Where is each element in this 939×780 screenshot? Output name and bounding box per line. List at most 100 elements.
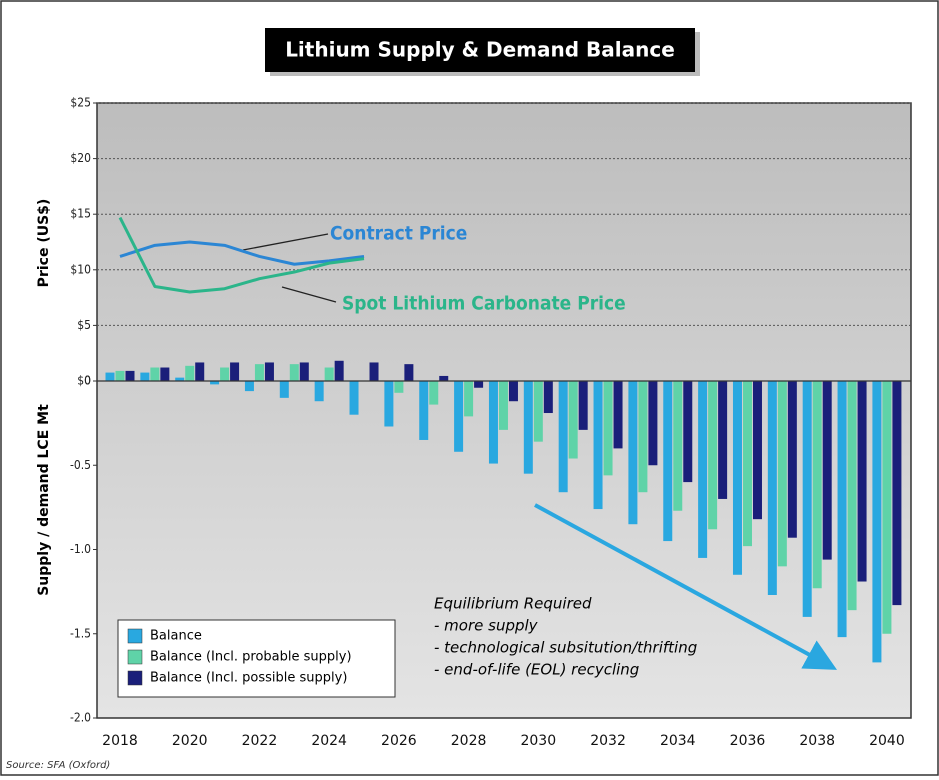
- y-tick-label: -0.5: [70, 458, 91, 472]
- legend-label: Balance (Incl. possible supply): [150, 671, 347, 686]
- bar: [892, 381, 902, 606]
- x-tick-label: 2030: [520, 733, 556, 749]
- bar: [474, 381, 484, 388]
- bar: [847, 381, 857, 611]
- bar: [175, 377, 185, 381]
- line: [118, 216, 365, 294]
- bar: [150, 367, 160, 381]
- bar: [254, 364, 264, 381]
- bar: [419, 381, 429, 440]
- bar: [648, 381, 658, 466]
- bar: [857, 381, 867, 582]
- pointer: [242, 233, 329, 251]
- bar: [578, 381, 588, 430]
- x-tick-label: 2024: [311, 733, 347, 749]
- bar: [279, 381, 289, 398]
- y-tick-label: $10: [70, 262, 91, 276]
- bar: [638, 381, 648, 493]
- bar: [822, 381, 832, 560]
- title-box: [265, 28, 695, 72]
- x-tick-label: 2028: [451, 733, 487, 749]
- bar: [464, 381, 474, 417]
- line: [119, 240, 365, 266]
- bar: [369, 362, 379, 381]
- bar: [429, 381, 439, 405]
- bar: [115, 370, 125, 381]
- bar: [160, 367, 170, 381]
- series-label: Contract Price: [330, 223, 467, 245]
- source: Source: SFA (Oxford): [6, 760, 110, 771]
- legend-label: Balance: [150, 629, 202, 644]
- bar: [498, 381, 508, 430]
- series-label: Spot Lithium Carbonate Price: [342, 293, 626, 315]
- legend-label: Balance (Incl. probable supply): [150, 650, 352, 665]
- bar: [334, 360, 344, 381]
- bar: [613, 381, 623, 449]
- bar: [533, 381, 543, 442]
- bar: [568, 381, 578, 459]
- bar: [708, 381, 718, 530]
- bar: [324, 367, 334, 381]
- x-tick-label: 2040: [869, 733, 905, 749]
- bar: [882, 381, 892, 634]
- y-tick-label: 0: [84, 374, 91, 388]
- y-axis-label: Price (US$): [36, 199, 52, 288]
- bar: [439, 375, 449, 381]
- trend-arrow: [534, 503, 838, 670]
- bar: [777, 381, 787, 567]
- annotation: - end-of-life (EOL) recycling: [434, 661, 639, 679]
- bar: [230, 362, 240, 381]
- bar: [628, 381, 638, 525]
- legend-box: [117, 619, 396, 698]
- bar: [812, 381, 822, 589]
- y-tick-label: $0: [77, 374, 91, 388]
- bar: [185, 365, 195, 381]
- bar: [384, 381, 394, 427]
- bar: [299, 362, 309, 381]
- bar: [523, 381, 533, 474]
- bar: [802, 381, 812, 617]
- y-tick-label: -1.0: [70, 542, 91, 556]
- x-tick-label: 2034: [660, 733, 696, 749]
- bar: [673, 381, 683, 511]
- x-tick-label: 2036: [730, 733, 766, 749]
- legend-swatch: [127, 628, 143, 644]
- legend-swatch: [127, 670, 143, 686]
- x-tick-label: 2026: [381, 733, 417, 749]
- y-axis-label: Supply / demand LCE Mt: [36, 404, 52, 596]
- bar: [603, 381, 613, 476]
- bar: [220, 367, 230, 381]
- bar: [125, 370, 135, 381]
- bar: [872, 381, 882, 663]
- bar: [394, 381, 404, 393]
- bar: [140, 372, 150, 381]
- pointer: [281, 286, 337, 303]
- annotation: Equilibrium Required: [434, 595, 592, 613]
- bar: [718, 381, 728, 499]
- bar: [558, 381, 568, 493]
- y-tick-label: $5: [77, 318, 91, 332]
- bar: [752, 381, 762, 520]
- bar: [508, 381, 518, 402]
- bar: [264, 362, 274, 381]
- bar: [543, 381, 553, 414]
- bar: [195, 362, 205, 381]
- bar: [787, 381, 797, 538]
- bar: [289, 364, 299, 381]
- annotation: - technological subsitution/thrifting: [434, 639, 697, 657]
- annotation: - more supply: [434, 617, 539, 635]
- x-tick-label: 2018: [102, 733, 138, 749]
- bar: [683, 381, 693, 483]
- bar: [244, 381, 254, 392]
- bar: [349, 381, 359, 415]
- y-tick-label: $25: [70, 96, 91, 110]
- bar: [593, 381, 603, 510]
- bar: [488, 381, 498, 464]
- bar: [742, 381, 752, 547]
- bar: [732, 381, 742, 575]
- x-tick-label: 2022: [242, 733, 278, 749]
- bar: [698, 381, 708, 558]
- bar: [454, 381, 464, 452]
- x-tick-label: 2038: [799, 733, 835, 749]
